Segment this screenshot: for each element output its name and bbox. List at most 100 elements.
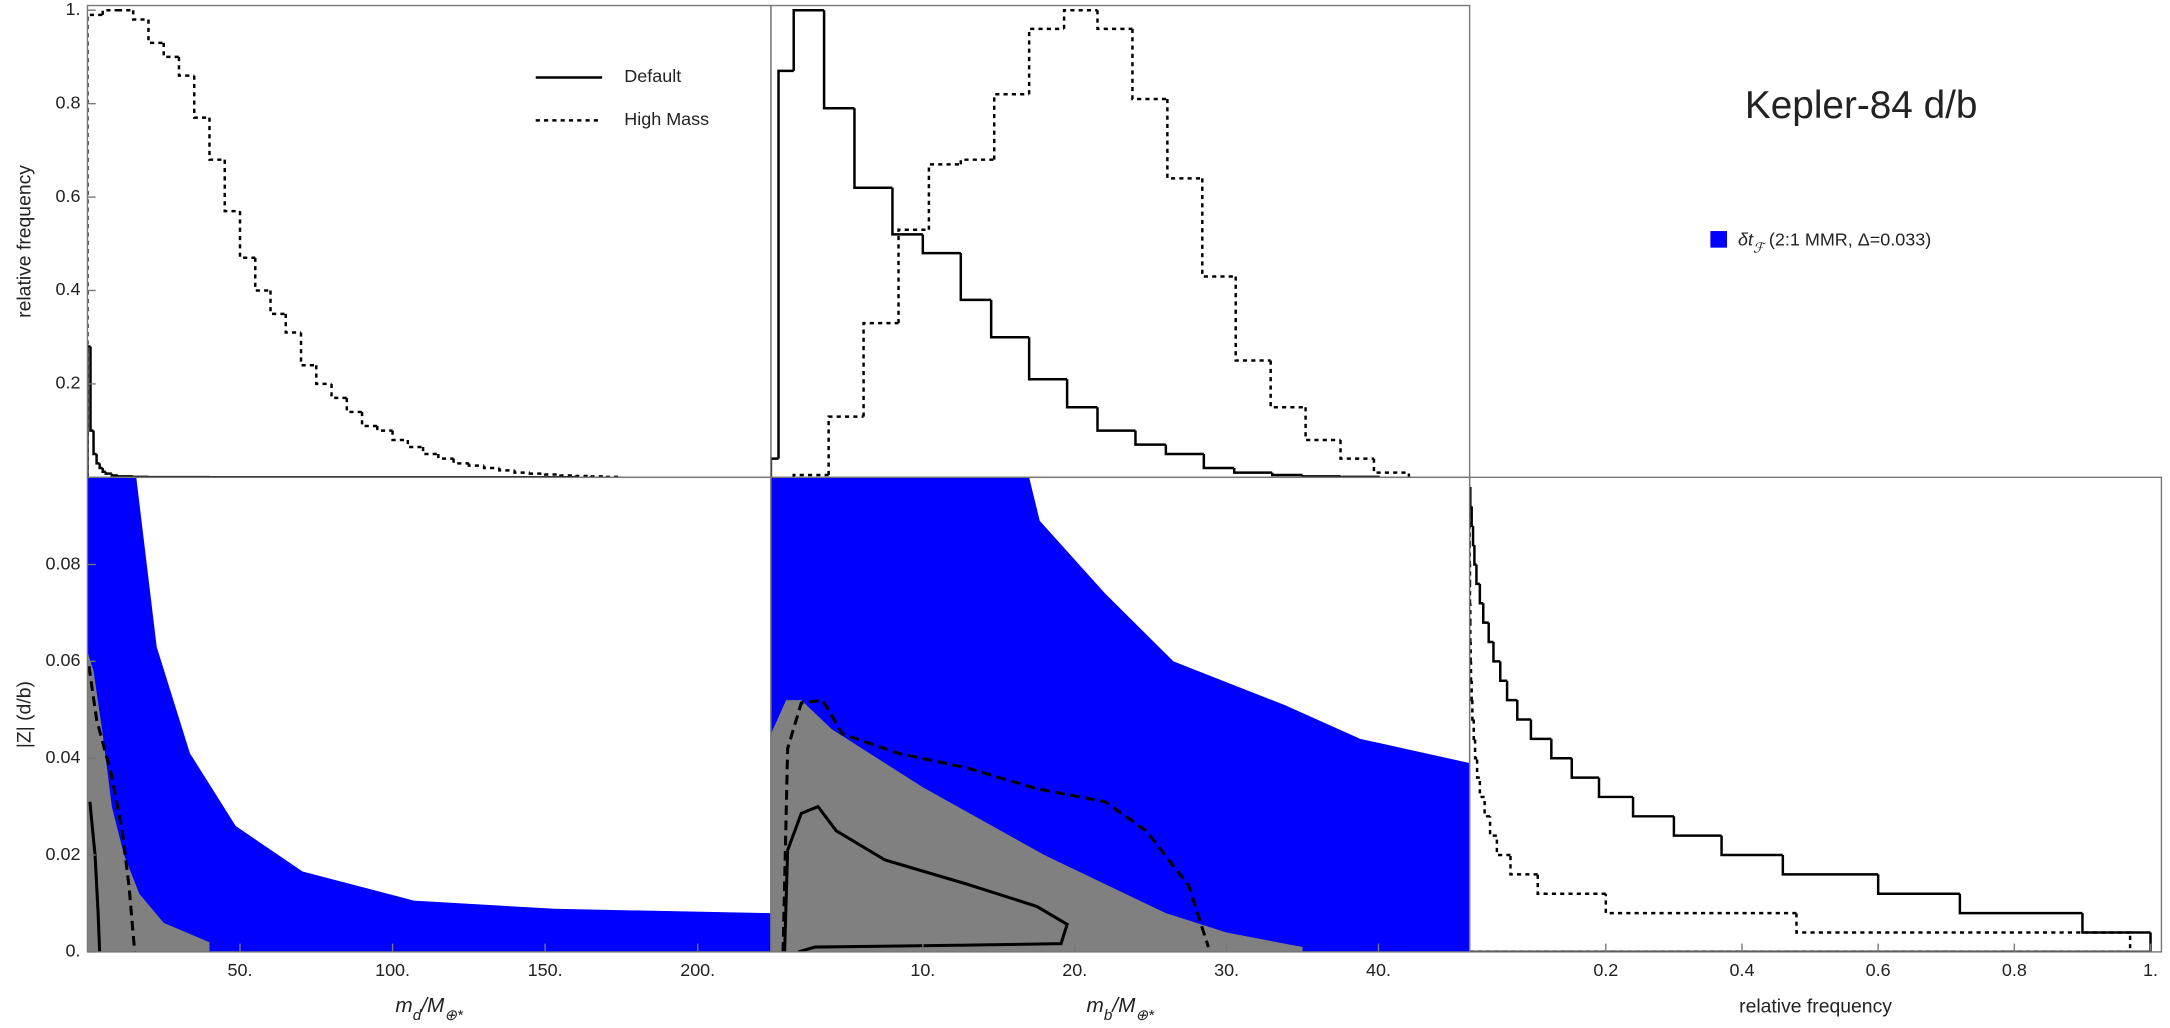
histogram-step <box>1487 622 1494 644</box>
legend-swatch <box>1710 231 1727 248</box>
histogram-step <box>238 211 256 260</box>
contour <box>87 665 137 952</box>
histogram-step <box>223 159 241 213</box>
histogram-step <box>1202 453 1235 470</box>
x-axis-label: relative frequency <box>1739 995 1892 1017</box>
histogram-step <box>1304 407 1341 442</box>
histogram-step <box>1096 10 1133 31</box>
histogram-step <box>1795 913 2131 934</box>
histogram-step <box>1470 506 1474 528</box>
histogram-step <box>1062 8 1098 29</box>
histogram-step <box>376 425 393 432</box>
y-tick-label: 0.8 <box>56 92 81 112</box>
histogram-step <box>101 8 118 15</box>
histogram-step <box>1164 444 1204 456</box>
x-tick-label: 20. <box>1062 960 1087 980</box>
histogram-step <box>1495 835 1511 857</box>
histogram-step <box>299 332 317 367</box>
histogram-step <box>1470 680 1473 702</box>
x-axis-label: mb/M⊕* <box>1087 995 1156 1024</box>
histogram-step <box>284 313 302 334</box>
histogram-step <box>927 163 961 230</box>
histogram-step <box>1269 360 1306 409</box>
histogram-step <box>827 415 864 475</box>
histogram-step <box>989 299 1030 339</box>
plot-area <box>87 477 771 952</box>
histogram-step <box>1096 407 1136 432</box>
histogram-step <box>1781 855 1879 876</box>
histogram-step <box>2081 913 2151 934</box>
histogram-step <box>862 321 899 417</box>
x-tick-label: 40. <box>1366 960 1391 980</box>
histogram-step <box>1720 835 1783 857</box>
histogram-step <box>891 187 923 236</box>
legend-label-part: δt <box>1738 229 1754 249</box>
legend-label: High Mass <box>624 109 709 129</box>
histogram-step <box>853 108 893 189</box>
histogram-step <box>1570 758 1600 779</box>
histogram-step <box>1232 467 1273 474</box>
histogram-step <box>1529 719 1552 741</box>
histogram-step <box>192 75 210 119</box>
histogram-step <box>437 453 454 460</box>
histogram-step <box>1471 525 1475 547</box>
plot-area <box>1469 487 2152 952</box>
x-tick-label: 30. <box>1214 960 1239 980</box>
histogram-step <box>110 473 118 477</box>
x-tick-label: 1. <box>2143 960 2158 980</box>
plot-area <box>770 477 1470 952</box>
plot-area <box>87 8 623 478</box>
histogram-step <box>89 346 94 432</box>
histogram-step <box>104 471 112 475</box>
histogram-step <box>269 290 286 316</box>
histogram-step <box>777 69 794 459</box>
y-tick-label: 0.02 <box>46 844 81 864</box>
histogram-step <box>1131 28 1168 101</box>
x-axis-label-part: m <box>395 995 412 1018</box>
figure-title: Kepler-84 d/b <box>1745 84 1978 127</box>
histogram-step <box>360 411 378 428</box>
x-tick-label: 150. <box>528 960 563 980</box>
histogram-step <box>98 463 103 470</box>
histogram-step <box>1471 700 1474 721</box>
histogram-step <box>1482 603 1489 624</box>
x-axis-label-part: b <box>1104 1007 1112 1024</box>
x-tick-label: 0.4 <box>1730 960 1755 980</box>
histogram-step <box>792 8 825 71</box>
histogram-step <box>1065 379 1098 409</box>
histogram-step <box>1505 680 1518 702</box>
histogram-step <box>897 228 929 324</box>
histogram-step <box>345 397 363 414</box>
y-axis-label: relative frequency <box>13 165 35 318</box>
histogram-step <box>162 42 179 59</box>
legend-label: δtℱ (2:1 MMR, Δ=0.033) <box>1738 229 1931 255</box>
histogram-step <box>254 257 271 292</box>
histogram-step <box>406 439 424 449</box>
histogram-step <box>513 470 530 474</box>
histogram-step <box>1469 661 1473 682</box>
legend-label-part: ℱ <box>1753 239 1767 255</box>
histogram-step <box>1536 874 1606 896</box>
histogram-step <box>604 475 623 478</box>
histogram-step <box>1672 816 1722 837</box>
histogram-step <box>87 345 91 478</box>
histogram-step <box>452 458 469 465</box>
region <box>87 477 771 952</box>
histogram-step <box>1475 758 1480 779</box>
histogram-step <box>1472 719 1476 741</box>
y-tick-label: 0.6 <box>56 186 81 206</box>
histogram-step <box>208 117 225 161</box>
y-tick-label: 0.4 <box>56 279 81 299</box>
y-tick-label: 0.2 <box>56 373 81 393</box>
region <box>770 700 1303 952</box>
histogram-step <box>116 475 134 478</box>
histogram-step <box>1201 178 1236 278</box>
histogram-step <box>1027 27 1065 95</box>
histogram-step <box>1478 777 1485 799</box>
x-axis-label-part: m <box>1087 995 1104 1018</box>
histogram-step <box>391 430 408 442</box>
contour <box>88 801 102 952</box>
histogram-step <box>1270 472 1303 477</box>
histogram-step <box>1234 276 1271 362</box>
